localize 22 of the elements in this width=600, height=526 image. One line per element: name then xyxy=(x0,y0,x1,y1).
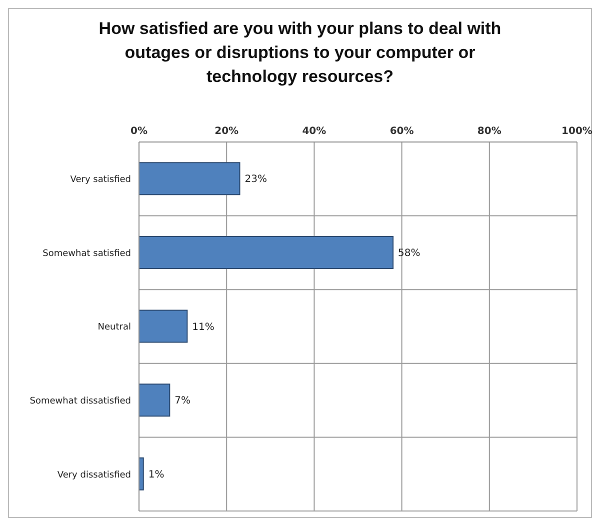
bar xyxy=(139,457,144,490)
x-tick-label: 20% xyxy=(214,126,239,137)
data-label: 58% xyxy=(398,248,420,260)
bar xyxy=(139,310,188,343)
data-label: 23% xyxy=(244,174,267,186)
y-tick-label: Very satisfied xyxy=(70,175,131,186)
x-tick-label: 40% xyxy=(302,126,326,137)
y-tick-label: Neutral xyxy=(98,322,131,333)
data-label: 1% xyxy=(148,469,164,480)
data-label: 11% xyxy=(192,322,214,333)
y-tick-label: Very dissatisfied xyxy=(57,470,131,480)
chart-title: How satisfied are you with your plans to deal with outages or disruptions to your computer or technology resources? xyxy=(98,18,502,88)
y-tick-label: Somewhat satisfied xyxy=(42,248,131,259)
y-tick-label: Somewhat dissatisfied xyxy=(30,396,131,406)
x-tick-label: 100% xyxy=(562,126,592,137)
bar xyxy=(139,236,394,269)
x-tick-label: 60% xyxy=(390,126,414,137)
data-label: 7% xyxy=(174,396,191,407)
bar xyxy=(139,384,170,417)
bar xyxy=(139,162,240,196)
x-tick-label: 0% xyxy=(130,126,148,137)
x-tick-label: 80% xyxy=(477,126,502,137)
